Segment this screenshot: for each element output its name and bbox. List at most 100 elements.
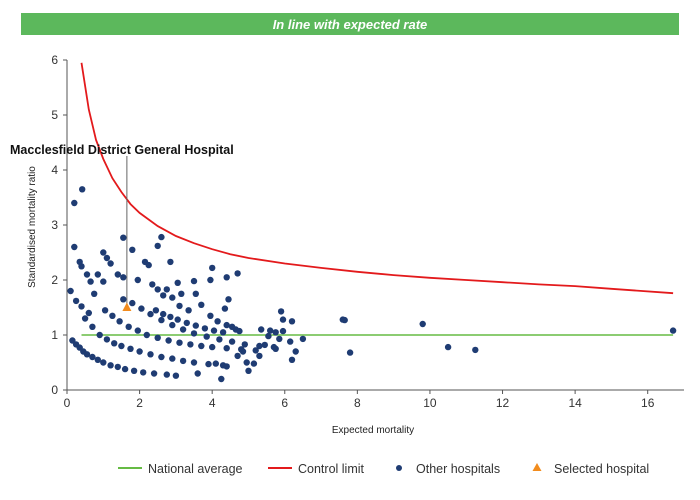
other-hospital-point <box>158 233 165 241</box>
status-banner: In line with expected rate <box>21 13 679 35</box>
other-hospital-point <box>121 365 129 373</box>
other-hospital-point <box>221 305 229 312</box>
other-hospital-point <box>160 292 167 299</box>
x-tick-label: 0 <box>64 396 71 410</box>
other-hospital-point <box>267 327 274 334</box>
other-hospital-point <box>179 326 187 333</box>
y-tick-label: 3 <box>51 218 58 232</box>
legend: National average Control limit Other hospi… <box>118 462 649 476</box>
control-limit-line <box>80 62 674 295</box>
other-hospital-point <box>85 309 93 317</box>
other-hospital-point <box>190 277 198 285</box>
other-hospital-point <box>174 316 181 323</box>
other-hospital-point <box>176 302 183 310</box>
other-hospital-point <box>163 371 170 378</box>
y-tick-label: 1 <box>51 328 58 342</box>
other-hospital-point <box>192 322 199 329</box>
x-ticks: 0 2 4 6 8 10 12 14 16 <box>64 390 655 410</box>
other-hospital-point <box>167 258 174 266</box>
other-hospital-point <box>183 319 190 327</box>
other-hospital-point <box>94 356 102 363</box>
other-hospital-point <box>154 242 161 250</box>
other-hospital-point <box>179 357 187 365</box>
other-hospital-point <box>83 271 91 278</box>
x-tick-label: 2 <box>136 396 143 410</box>
other-hospital-point <box>71 243 78 251</box>
other-hospital-point <box>176 339 183 346</box>
other-hospital-point <box>669 327 677 334</box>
x-tick-label: 10 <box>423 396 437 410</box>
other-hospital-point <box>72 297 80 305</box>
other-hospital-point <box>129 246 136 253</box>
other-hospital-point <box>272 329 279 336</box>
other-hospital-point <box>109 312 116 319</box>
annotation: Macclesfield District General Hospital <box>10 143 234 308</box>
other-hospital-point <box>154 286 161 293</box>
other-hospital-point <box>154 334 161 341</box>
other-hospital-point <box>201 325 209 332</box>
other-hospital-point <box>143 331 150 339</box>
other-hospital-point <box>150 370 158 377</box>
status-banner-text: In line with expected rate <box>272 16 428 32</box>
other-hospital-point <box>120 234 127 241</box>
other-hospital-point <box>279 327 287 335</box>
other-hospital-point <box>219 362 227 369</box>
other-hospital-point <box>87 278 94 285</box>
other-hospital-point <box>79 186 86 193</box>
other-hospital-point <box>160 310 167 318</box>
other-hospital-point <box>114 363 122 371</box>
other-hospital-point <box>198 301 205 308</box>
other-hospital-point <box>276 335 283 343</box>
other-hospital-point <box>207 312 214 319</box>
y-tick-label: 0 <box>51 383 58 397</box>
other-hospital-point <box>299 335 307 343</box>
legend-label-other-hospitals: Other hospitals <box>416 462 500 476</box>
other-hospital-point <box>194 370 201 377</box>
other-hospital-point <box>129 299 136 307</box>
selected-marker <box>122 302 132 311</box>
other-hospital-point <box>243 359 250 366</box>
other-hospital-point <box>172 372 180 379</box>
other-hospital-point <box>114 271 122 278</box>
other-hospital-point <box>134 327 141 334</box>
other-hospital-point <box>265 332 272 340</box>
other-hospital-point <box>127 345 134 352</box>
other-hospital-point <box>198 342 205 350</box>
other-hospital-point <box>107 362 114 369</box>
other-hospital-point <box>167 313 174 321</box>
other-hospital-point <box>89 353 96 361</box>
other-hospital-point <box>234 352 241 360</box>
other-hospital-point <box>256 342 263 350</box>
other-hospital-point <box>96 331 103 339</box>
other-hospital-point <box>234 270 241 277</box>
other-hospital-point <box>261 341 268 349</box>
other-hospital-point <box>125 323 132 330</box>
other-hospital-point <box>190 330 198 337</box>
other-hospital-point <box>250 360 258 367</box>
y-axis-label: Standardised mortality ratio <box>27 166 38 288</box>
other-hospital-point <box>270 343 278 351</box>
scatter-points <box>67 186 677 383</box>
other-hospital-point <box>225 296 232 303</box>
other-hospital-point <box>78 263 85 270</box>
other-hospital-point <box>111 340 118 347</box>
other-hospital-point <box>174 279 181 286</box>
x-tick-label: 16 <box>641 396 655 410</box>
other-hospital-point <box>116 318 123 325</box>
legend-label-control-limit: Control limit <box>298 462 365 476</box>
y-tick-label: 4 <box>51 163 58 177</box>
other-hospital-point <box>103 336 111 343</box>
other-hospital-point <box>292 348 299 355</box>
legend-label-national-average: National average <box>148 462 243 476</box>
other-hospital-point <box>228 323 236 330</box>
other-hospital-point <box>288 318 296 325</box>
other-hospital-point <box>81 315 89 322</box>
other-hospital-point <box>89 323 96 330</box>
other-hospital-point <box>169 294 176 301</box>
other-hospital-point <box>185 307 192 314</box>
y-tick-label: 2 <box>51 273 58 287</box>
x-tick-label: 12 <box>496 396 510 410</box>
other-hospital-point <box>169 321 176 329</box>
x-tick-label: 4 <box>209 396 216 410</box>
